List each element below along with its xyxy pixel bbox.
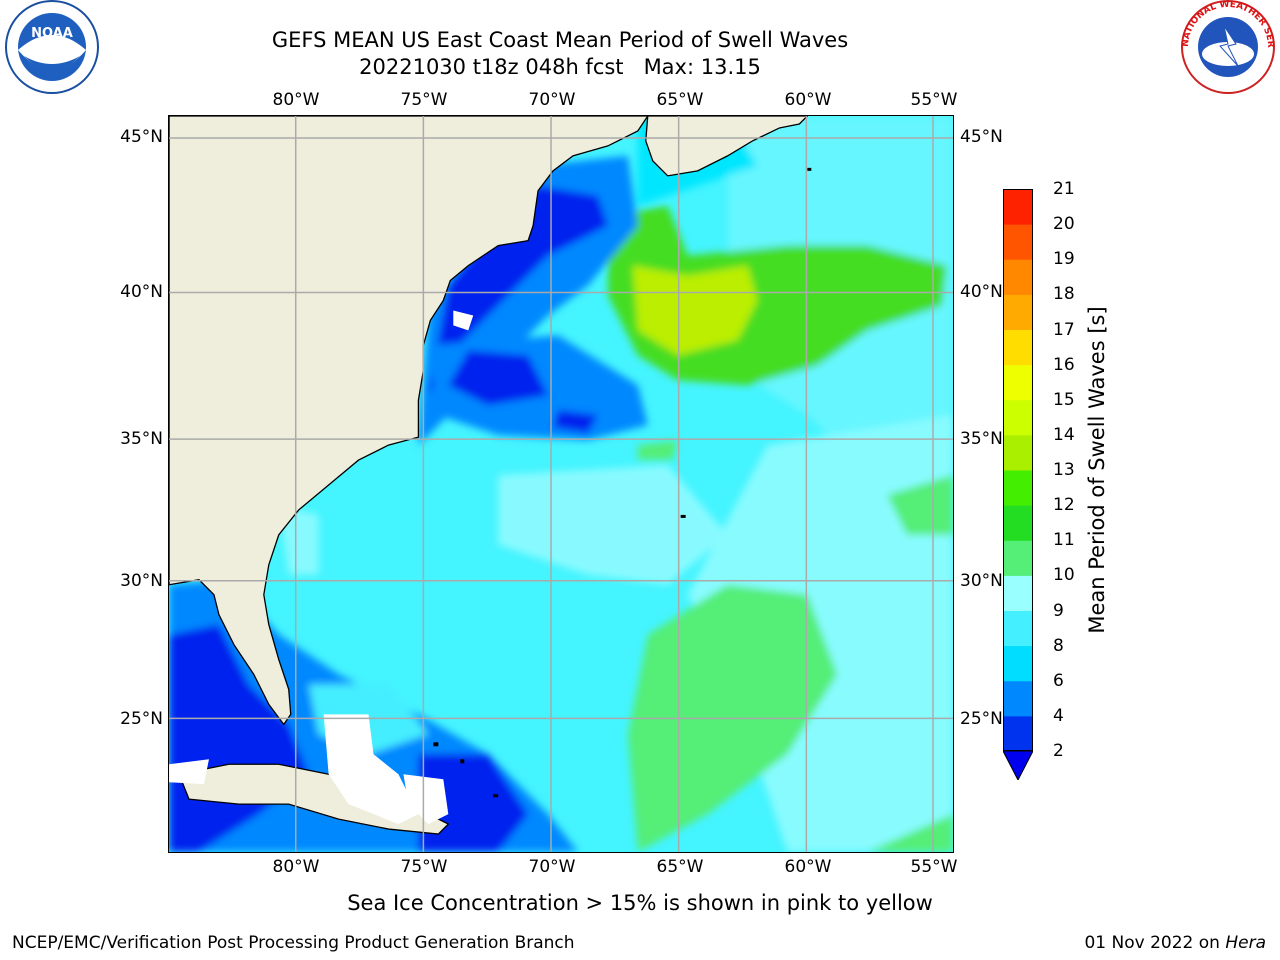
region-green-se	[867, 814, 953, 852]
colorbar-segment	[1003, 505, 1033, 541]
colorbar-segment	[1003, 364, 1033, 401]
lon-label-bottom-55w: 55°W	[910, 857, 958, 877]
colorbar-tick-label: 8	[1053, 635, 1064, 656]
island-2	[460, 759, 465, 764]
island-4	[680, 514, 686, 518]
colorbar-segment	[1003, 680, 1033, 717]
lat-label-left-25n: 25°N	[120, 709, 163, 729]
region-darkblue-midatlantic	[448, 350, 549, 406]
colorbar-segment	[1003, 224, 1033, 260]
island-1	[433, 742, 439, 747]
colorbar-tick-label: 4	[1053, 705, 1064, 726]
lon-label-top-75w: 75°W	[400, 90, 448, 110]
colorbar-tick-label: 6	[1053, 670, 1064, 691]
colorbar-tick-label: 13	[1053, 460, 1075, 480]
colorbar-tick-label: 21	[1053, 179, 1075, 199]
mask-bahamas-1	[323, 714, 419, 825]
colorbar-segment	[1003, 434, 1033, 471]
lat-label-left-40n: 40°N	[120, 282, 163, 302]
colorbar-segment	[1003, 259, 1033, 295]
lon-label-top-80w: 80°W	[272, 90, 320, 110]
map-subtitle: 20221030 t18z 048h fcst Max: 13.15	[359, 55, 761, 79]
lon-label-top-65w: 65°W	[656, 90, 704, 110]
lon-label-bottom-75w: 75°W	[400, 857, 448, 877]
region-darkblue-offshore	[553, 410, 598, 434]
footer-date: 01 Nov 2022 on Hera	[1084, 933, 1266, 953]
colorbar-tick-label: 10	[1053, 565, 1075, 586]
sea-ice-note: Sea Ice Concentration > 15% is shown in …	[347, 891, 933, 915]
footer-date-text: 01 Nov 2022 on	[1084, 933, 1226, 953]
colorbar-tick-label: 19	[1053, 249, 1075, 270]
colorbar-segment	[1003, 189, 1033, 225]
lon-label-top-60w: 60°W	[784, 90, 832, 110]
noaa-logo-text: NOAA	[31, 26, 73, 41]
map-title: GEFS MEAN US East Coast Mean Period of S…	[271, 28, 849, 52]
colorbar-segment	[1003, 399, 1033, 436]
region-darkblue-north	[428, 185, 608, 396]
region-green-east	[887, 475, 953, 535]
lon-label-bottom-60w: 60°W	[784, 857, 832, 877]
mask-keys	[169, 759, 209, 785]
region-pale-central	[498, 465, 728, 585]
region-yellow-core	[632, 265, 758, 356]
lat-label-right-35n: 35°N	[960, 429, 1003, 449]
land-nova-scotia	[645, 116, 809, 177]
lon-label-bottom-70w: 70°W	[528, 857, 576, 877]
lat-label-left-45n: 45°N	[120, 127, 163, 147]
island-5	[807, 167, 812, 171]
region-green-mid	[637, 440, 678, 461]
colorbar-tick-label: 15	[1053, 389, 1075, 410]
colorbar-segment	[1003, 540, 1033, 576]
colorbar-tick-label: 17	[1053, 319, 1075, 340]
colorbar-tick-label: 9	[1053, 600, 1064, 621]
colorbar-tick-label: 2	[1053, 741, 1064, 761]
lon-label-bottom-80w: 80°W	[272, 857, 320, 877]
colorbar	[1003, 189, 1033, 780]
lon-label-top-70w: 70°W	[528, 90, 576, 110]
footer-credit: NCEP/EMC/Verification Post Processing Pr…	[12, 933, 575, 953]
island-3	[493, 794, 499, 798]
colorbar-segment	[1003, 645, 1033, 682]
swell-period-map	[168, 115, 954, 853]
colorbar-segment	[1003, 610, 1033, 647]
lon-label-bottom-65w: 65°W	[656, 857, 704, 877]
noaa-logo: NOAA	[5, 0, 99, 94]
land-north-america	[169, 116, 649, 726]
colorbar-tick-label: 11	[1053, 530, 1075, 551]
colorbar-label: Mean Period of Swell Waves [s]	[1085, 306, 1109, 634]
colorbar-segment	[1003, 294, 1033, 330]
colorbar-segment	[1003, 575, 1033, 611]
colorbar-segment	[1003, 715, 1033, 752]
colorbar-under-triangle	[1003, 750, 1033, 780]
lat-label-left-30n: 30°N	[120, 571, 163, 591]
colorbar-tick-label: 20	[1053, 214, 1075, 235]
colorbar-tick-label: 12	[1053, 495, 1075, 516]
colorbar-tick-label: 16	[1053, 354, 1075, 375]
colorbar-frame	[1003, 189, 1033, 751]
region-darkblue-bahamas	[418, 754, 529, 852]
lat-label-left-35n: 35°N	[120, 429, 163, 449]
colorbar-segment	[1003, 329, 1033, 366]
nws-logo: NATIONAL WEATHER SERVICE	[1176, 0, 1275, 94]
lat-label-right-30n: 30°N	[960, 571, 1003, 591]
colorbar-tick-label: 18	[1053, 284, 1075, 305]
colorbar-tick-label: 14	[1053, 424, 1075, 445]
lat-label-right-25n: 25°N	[960, 709, 1003, 729]
lat-label-right-40n: 40°N	[960, 282, 1003, 302]
mask-bahamas-2	[403, 774, 449, 825]
lon-label-top-55w: 55°W	[910, 90, 958, 110]
footer-host: Hera	[1225, 933, 1266, 953]
colorbar-segment	[1003, 470, 1033, 506]
lat-label-right-45n: 45°N	[960, 127, 1003, 147]
mask-chesapeake	[453, 310, 474, 331]
